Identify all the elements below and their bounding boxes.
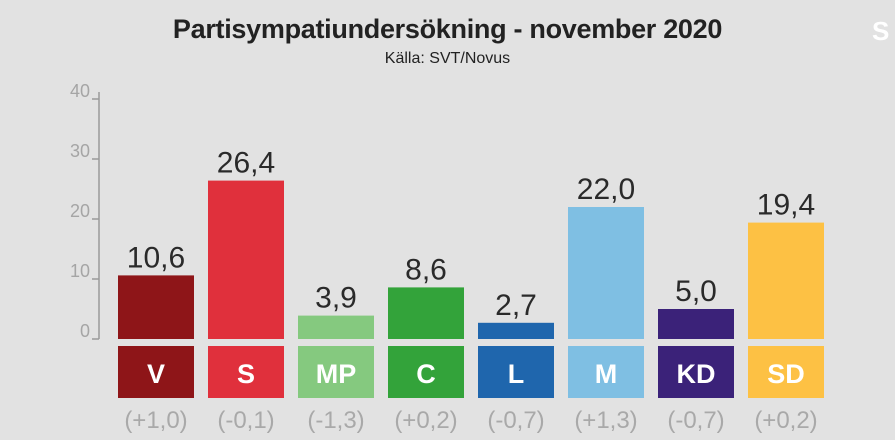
party-label-kd: KD <box>677 359 716 389</box>
party-label-l: L <box>508 359 525 389</box>
party-box-c <box>388 346 464 398</box>
y-tick-label: 0 <box>80 321 90 341</box>
chart-subtitle: Källa: SVT/Novus <box>384 50 511 67</box>
bar-l <box>478 322 554 339</box>
value-label-c: 8,6 <box>405 253 447 286</box>
change-label-v: (+1,0) <box>124 407 187 434</box>
value-label-l: 2,7 <box>495 289 537 322</box>
bar-s <box>208 180 284 339</box>
change-label-l: (-0,7) <box>487 407 544 434</box>
change-label-m: (+1,3) <box>574 407 637 434</box>
change-label-sd: (+0,2) <box>754 407 817 434</box>
party-box-mp <box>298 346 374 398</box>
bar-mp <box>298 315 374 339</box>
party-box-l <box>478 346 554 398</box>
bar-c <box>388 287 464 339</box>
y-tick-label: 20 <box>70 201 90 221</box>
change-label-s: (-0,1) <box>217 407 274 434</box>
party-box-sd <box>748 346 824 398</box>
party-box-kd <box>658 346 734 398</box>
chart-title: Partisympatiundersökning - november 2020 <box>172 14 723 44</box>
party-box-m <box>568 346 644 398</box>
party-box-s <box>208 346 284 398</box>
value-label-mp: 3,9 <box>315 282 357 315</box>
value-label-v: 10,6 <box>127 241 185 274</box>
party-label-mp: MP <box>316 359 357 389</box>
change-label-c: (+0,2) <box>394 407 457 434</box>
value-label-s: 26,4 <box>217 147 275 180</box>
party-label-m: M <box>595 359 618 389</box>
party-label-sd: SD <box>767 359 805 389</box>
bar-kd <box>658 309 734 339</box>
party-label-c: C <box>416 359 436 389</box>
broadcaster-logo: S <box>872 16 890 46</box>
party-label-s: S <box>237 359 255 389</box>
value-label-kd: 5,0 <box>675 275 717 308</box>
bar-sd <box>748 222 824 339</box>
change-label-kd: (-0,7) <box>667 407 724 434</box>
y-tick-label: 40 <box>70 81 90 101</box>
bar-v <box>118 275 194 339</box>
party-label-v: V <box>147 359 165 389</box>
party-box-v <box>118 346 194 398</box>
change-label-mp: (-1,3) <box>307 407 364 434</box>
value-label-m: 22,0 <box>577 173 635 206</box>
value-label-sd: 19,4 <box>757 189 815 222</box>
bar-m <box>568 207 644 339</box>
y-tick-label: 30 <box>70 141 90 161</box>
y-tick-label: 10 <box>70 261 90 281</box>
